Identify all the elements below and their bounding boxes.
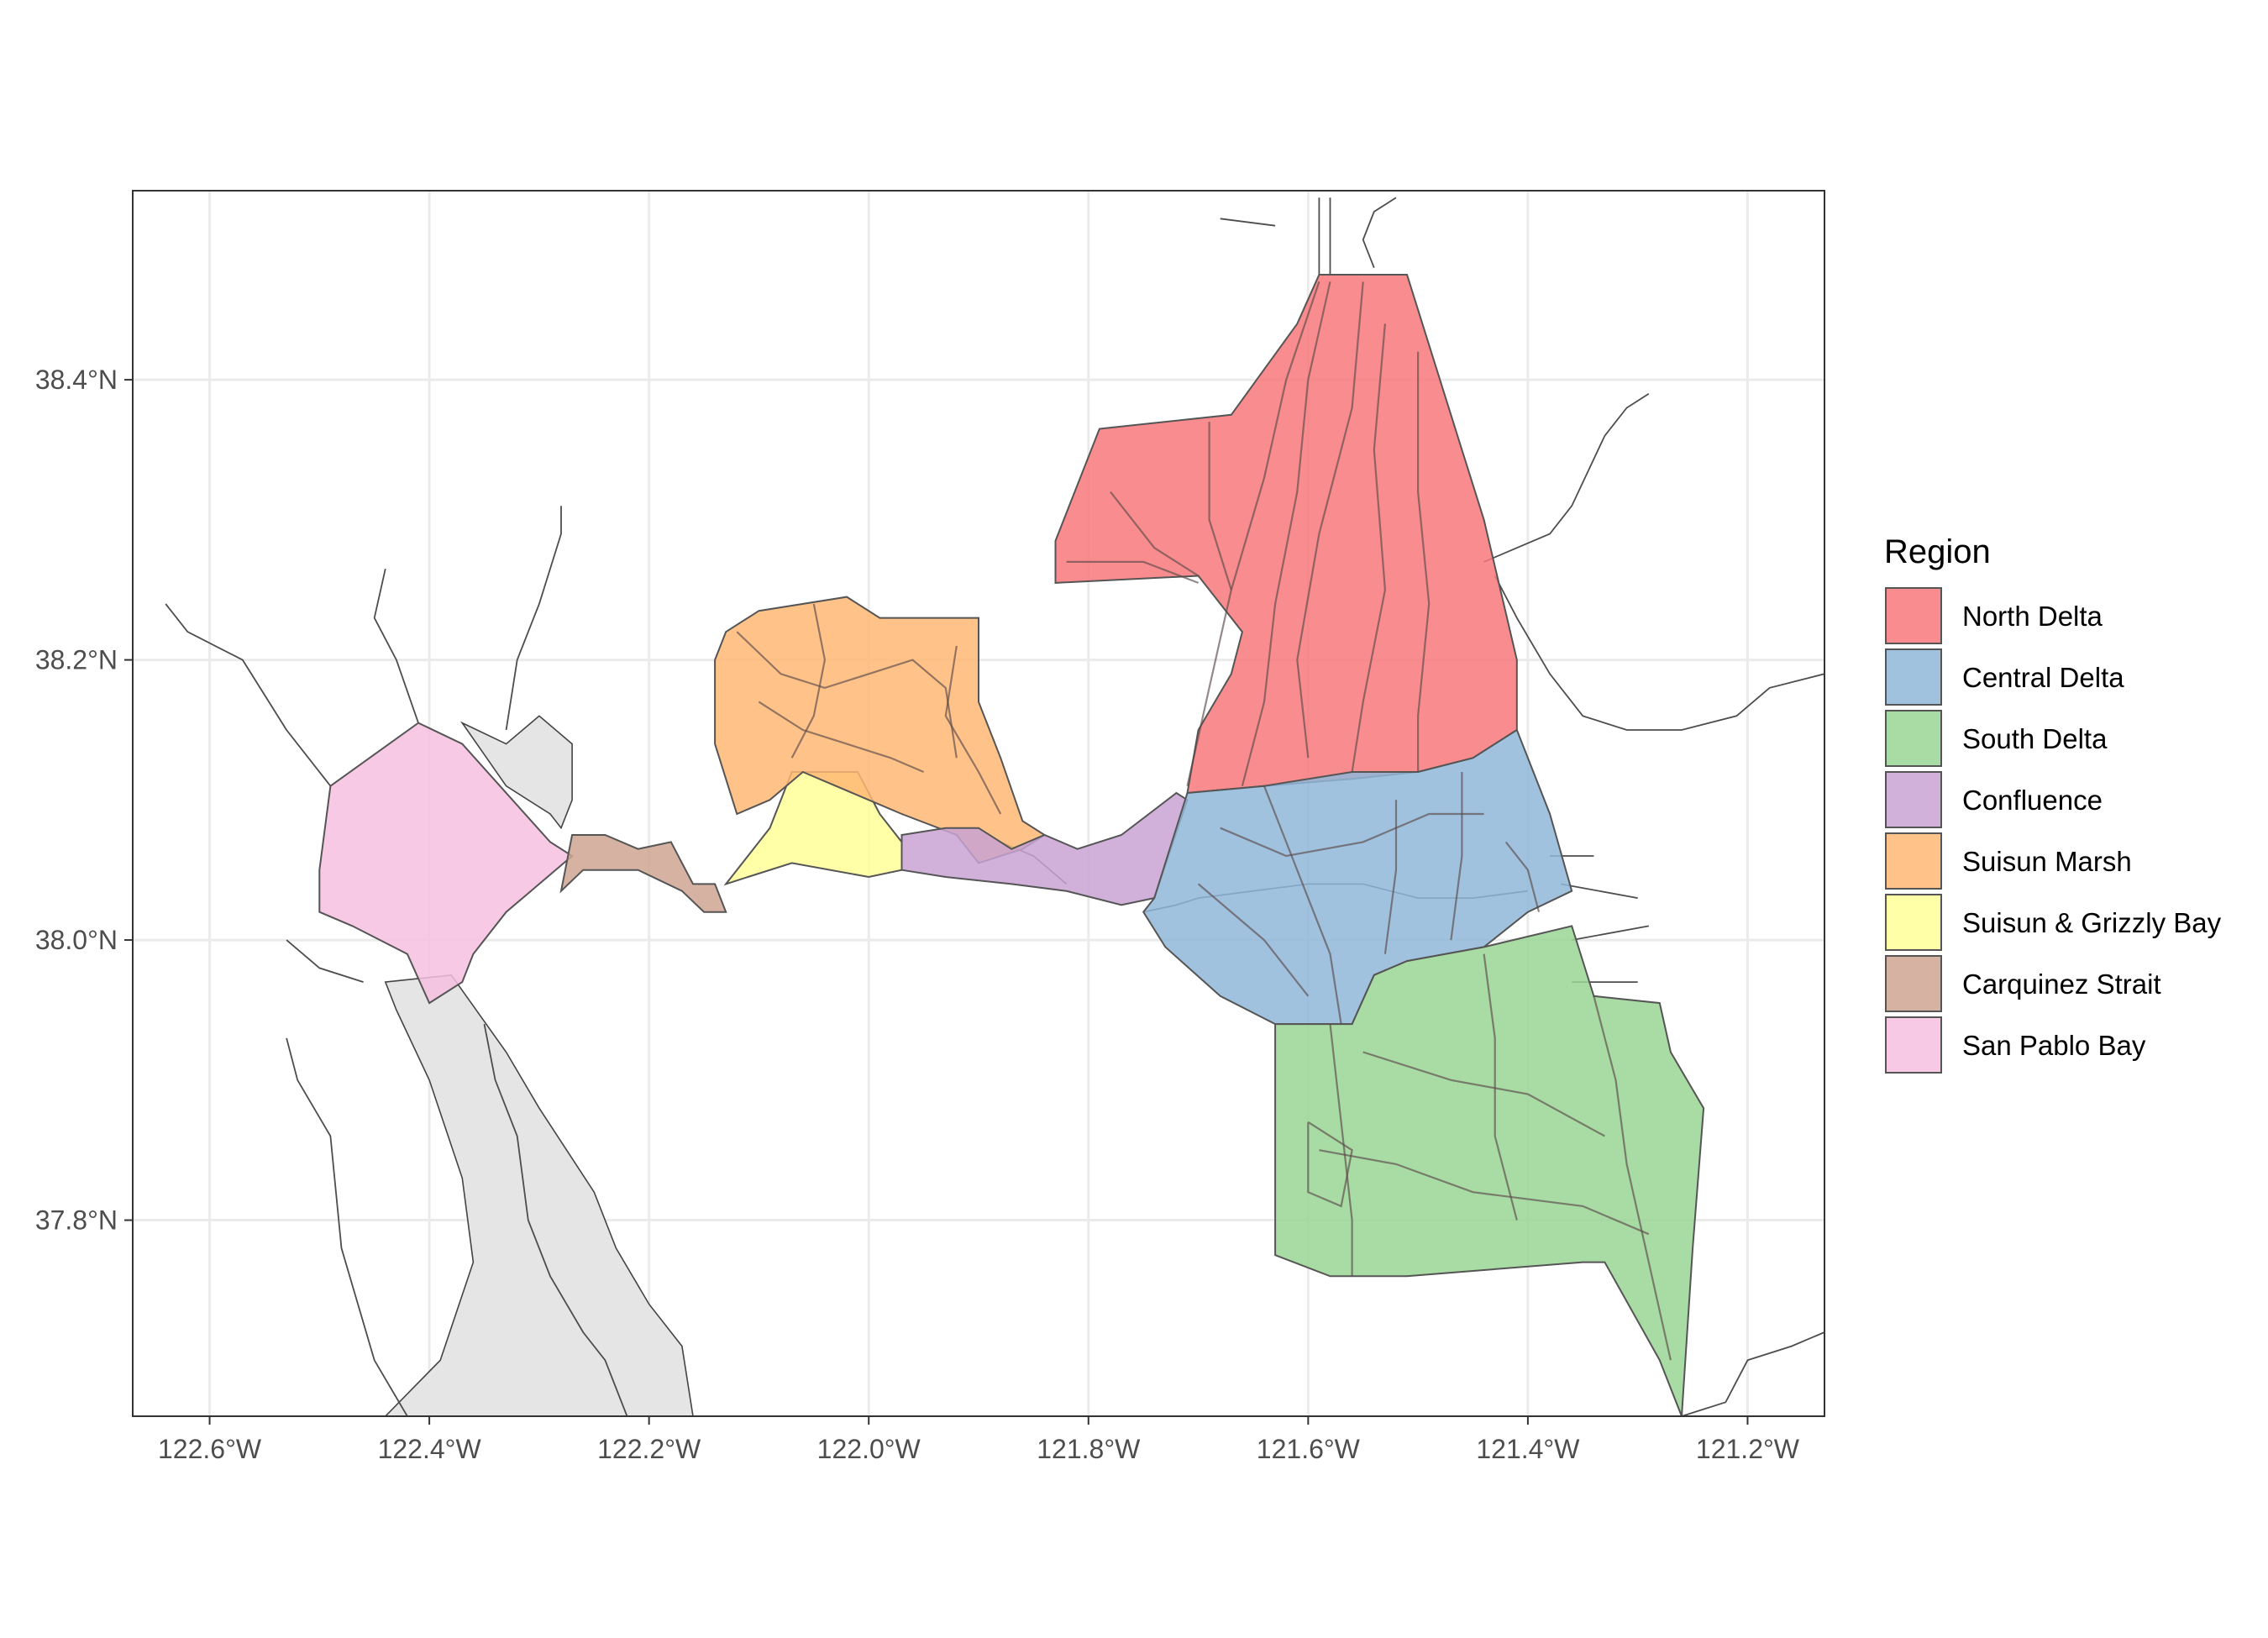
channel-line [1504, 841, 1541, 912]
legend-item: Carquinez Strait [1885, 955, 2161, 1012]
legend-swatch [1885, 648, 1942, 706]
river-line [1572, 925, 1649, 941]
legend-label: San Pablo Bay [1962, 1030, 2146, 1061]
y-tick-label: 37.8°N [35, 1205, 118, 1236]
river-line [1220, 218, 1276, 227]
river-line [1681, 1331, 1824, 1416]
x-tick-label: 121.4°W [1476, 1434, 1580, 1464]
channel-line [1450, 772, 1463, 941]
x-tick-label: 122.2°W [597, 1434, 701, 1464]
land-polygon [459, 715, 573, 830]
x-tick-label: 121.2°W [1696, 1434, 1800, 1464]
channel-line [758, 701, 925, 774]
legend-title: Region [1884, 533, 1991, 570]
channel-line [1296, 281, 1364, 759]
panel-border [132, 190, 1825, 1417]
x-tick-label: 121.6°W [1257, 1434, 1361, 1464]
legend-label: South Delta [1962, 723, 2108, 754]
channel-line [1307, 1121, 1353, 1208]
x-tick-label: 122.0°W [817, 1434, 921, 1464]
legend-swatch [1885, 832, 1942, 890]
channel-line [1329, 1023, 1353, 1277]
channel-layer [736, 281, 1672, 1361]
legend-label: North Delta [1962, 601, 2103, 632]
y-tick-label: 38.2°N [35, 645, 118, 675]
legend-item: South Delta [1885, 710, 2108, 767]
channel-line [736, 631, 958, 759]
legend-swatch [1885, 710, 1942, 767]
river-line [373, 569, 419, 723]
x-tick-label: 121.8°W [1037, 1434, 1141, 1464]
river-line [1560, 883, 1638, 899]
river-line [286, 1037, 408, 1416]
channel-line [1483, 953, 1518, 1221]
channel-line [1241, 281, 1331, 786]
channel-line [944, 645, 1002, 815]
region-polygon [1274, 925, 1705, 1416]
axes: 122.6°W 122.4°W 122.2°W 122.0°W 121.8°W 121.6… [35, 365, 1800, 1464]
legend-swatch [1885, 1016, 1942, 1074]
river-line [1494, 575, 1824, 731]
legend-swatch [1885, 955, 1942, 1012]
legend-item: Central Delta [1885, 648, 2124, 706]
river-line [483, 1023, 628, 1416]
channel-line [1263, 785, 1342, 1025]
channel-line [1066, 560, 1199, 584]
land-polygon [384, 974, 694, 1416]
legend-label: Confluence [1962, 785, 2103, 816]
region-polygon [318, 722, 574, 1005]
land-layer [384, 715, 694, 1416]
channel-line [1416, 351, 1431, 772]
channel-line [1208, 422, 1232, 591]
x-tick-label: 122.6°W [158, 1434, 262, 1464]
legend-item: San Pablo Bay [1885, 1016, 2146, 1074]
legend-label: Central Delta [1962, 662, 2124, 693]
river-line [1483, 393, 1650, 563]
legend-item: North Delta [1885, 587, 2103, 644]
region-layer [318, 274, 1705, 1416]
river-line [165, 603, 332, 787]
river-line [286, 939, 364, 983]
channel-line [1383, 800, 1398, 954]
legend: Region North Delta Central Delta South Del… [1884, 533, 2222, 1074]
legend-item: Suisun Marsh [1885, 832, 2132, 890]
river-line [1362, 197, 1397, 269]
y-tick-label: 38.4°N [35, 365, 118, 395]
legend-swatch [1885, 771, 1942, 828]
channel-line [1186, 281, 1320, 786]
legend-item: Suisun & Grizzly Bay [1885, 894, 2222, 951]
channel-line [1351, 323, 1387, 773]
channel-line [1319, 1149, 1650, 1236]
y-tick-label: 38.0°N [35, 925, 118, 955]
legend-label: Carquinez Strait [1962, 969, 2161, 1000]
channel-line [1362, 1051, 1605, 1137]
channel-line [1110, 491, 1200, 577]
channel-line [1197, 883, 1310, 997]
legend-label: Suisun Marsh [1962, 846, 2132, 877]
region-polygon [559, 834, 727, 913]
legend-swatch [1885, 894, 1942, 951]
channel-line [1593, 995, 1672, 1361]
legend-swatch [1885, 587, 1942, 644]
legend-label: Suisun & Grizzly Bay [1962, 907, 2222, 938]
channel-line [1220, 812, 1484, 858]
x-tick-label: 122.4°W [378, 1434, 482, 1464]
channel-line [790, 603, 827, 759]
river-line [505, 506, 562, 731]
region-polygon [900, 791, 1189, 906]
legend-item: Confluence [1885, 771, 2103, 828]
map-layer [165, 197, 1824, 1416]
